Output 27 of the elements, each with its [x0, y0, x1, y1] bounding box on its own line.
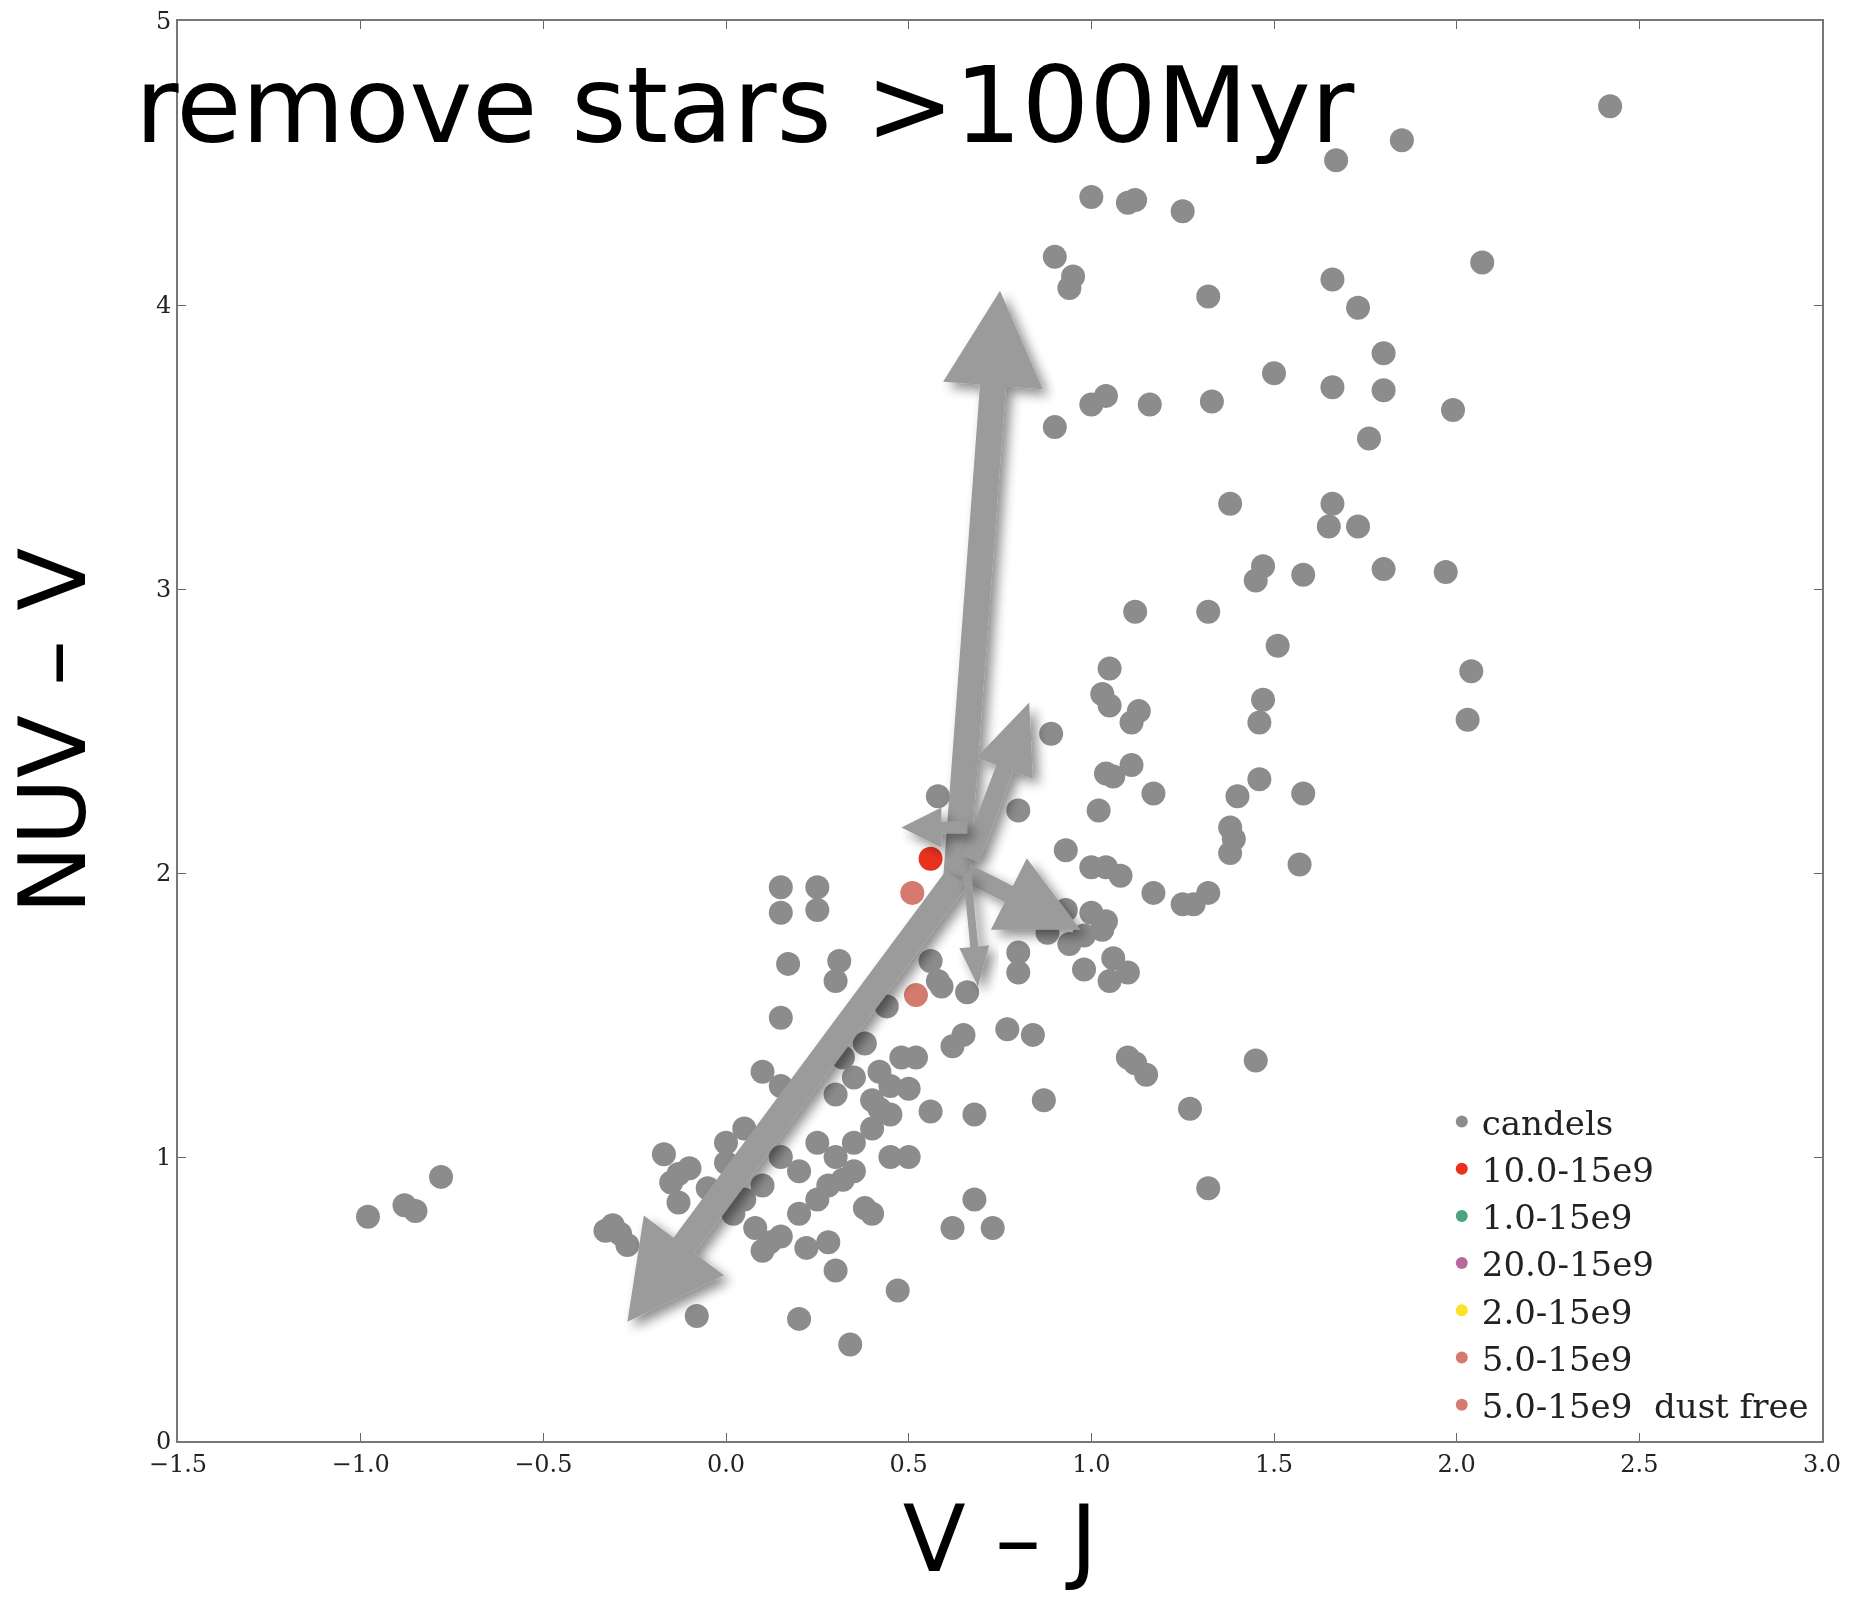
- x-tick-label: 1.0: [1072, 1449, 1111, 1478]
- y-tick-label: 1: [155, 1143, 172, 1172]
- legend-label: 2.0-15e9: [1481, 1291, 1633, 1332]
- point: [918, 846, 943, 871]
- legend-label: 10.0-15e9: [1481, 1149, 1654, 1190]
- legend-label: 5.0-15e9: [1481, 1338, 1633, 1379]
- x-tick-label: 1.5: [1254, 1449, 1294, 1478]
- point: [900, 880, 925, 905]
- x-axis-title: V – J: [902, 1486, 1098, 1594]
- legend-label: 20.0-15e9: [1481, 1244, 1654, 1285]
- legend-label: 5.0-15e9 dust free: [1481, 1385, 1809, 1426]
- x-tick-label: 3.0: [1802, 1449, 1842, 1478]
- chart-title: remove stars >100Myr: [135, 44, 1355, 168]
- legend-label: candels: [1481, 1102, 1614, 1143]
- point: [903, 983, 928, 1008]
- y-axis-title: NUV – V: [0, 547, 107, 915]
- x-tick-label: −0.5: [514, 1449, 573, 1478]
- legend-label: 1.0-15e9: [1481, 1197, 1633, 1238]
- y-tick-label: 2: [155, 859, 172, 888]
- x-tick-label: 2.5: [1620, 1449, 1659, 1478]
- x-tick-label: −1.0: [331, 1449, 390, 1478]
- y-tick-label: 4: [155, 291, 172, 320]
- x-tick-label: 0.0: [706, 1449, 746, 1478]
- x-tick-label: 0.5: [889, 1449, 928, 1478]
- y-tick-label: 5: [155, 7, 172, 36]
- y-tick-label: 3: [155, 575, 172, 604]
- x-tick-label: 2.0: [1437, 1449, 1476, 1478]
